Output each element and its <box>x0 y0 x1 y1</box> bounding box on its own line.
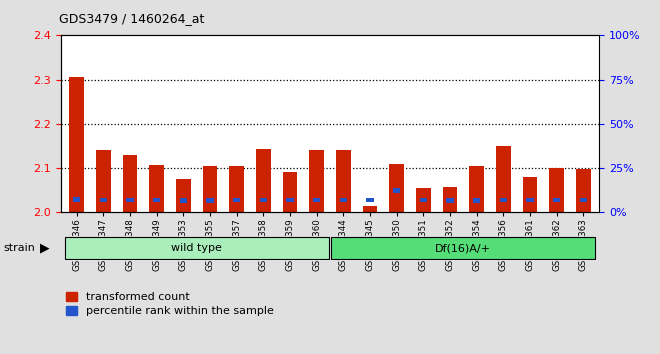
Bar <box>282 172 298 212</box>
Text: ▶: ▶ <box>40 242 50 255</box>
Bar <box>443 187 457 212</box>
Text: Df(16)A/+: Df(16)A/+ <box>436 243 491 253</box>
Bar <box>153 198 160 202</box>
Bar <box>496 146 511 212</box>
Bar <box>73 197 81 201</box>
Bar <box>207 199 214 203</box>
Bar <box>576 169 591 212</box>
Bar <box>340 198 347 202</box>
Bar <box>176 179 191 212</box>
Text: strain: strain <box>3 243 35 253</box>
Text: wild type: wild type <box>171 243 222 253</box>
Bar <box>473 199 480 203</box>
Bar <box>100 198 107 202</box>
Bar <box>126 198 134 202</box>
Legend: transformed count, percentile rank within the sample: transformed count, percentile rank withi… <box>66 292 274 316</box>
Bar <box>362 206 378 212</box>
Bar <box>69 78 84 212</box>
Bar <box>331 237 595 259</box>
Bar <box>180 199 187 203</box>
Bar <box>230 166 244 212</box>
Bar <box>526 198 534 202</box>
Bar <box>446 199 453 203</box>
Bar <box>313 198 320 202</box>
Bar <box>393 188 401 193</box>
Bar <box>310 149 324 212</box>
Bar <box>416 188 430 212</box>
Bar <box>96 149 111 212</box>
Bar <box>389 164 404 212</box>
Bar <box>420 198 427 202</box>
Bar <box>123 155 137 212</box>
Bar <box>549 168 564 212</box>
Bar <box>233 198 240 202</box>
Bar <box>500 198 507 202</box>
Bar <box>256 149 271 212</box>
Bar <box>579 198 587 202</box>
Bar <box>286 198 294 202</box>
Bar <box>469 166 484 212</box>
Bar <box>336 149 350 212</box>
Bar <box>203 166 217 212</box>
Bar <box>259 198 267 202</box>
Bar <box>366 198 374 202</box>
Bar <box>553 198 560 202</box>
Bar <box>523 177 537 212</box>
Bar <box>65 237 329 259</box>
Bar <box>149 165 164 212</box>
Text: GDS3479 / 1460264_at: GDS3479 / 1460264_at <box>59 12 205 25</box>
